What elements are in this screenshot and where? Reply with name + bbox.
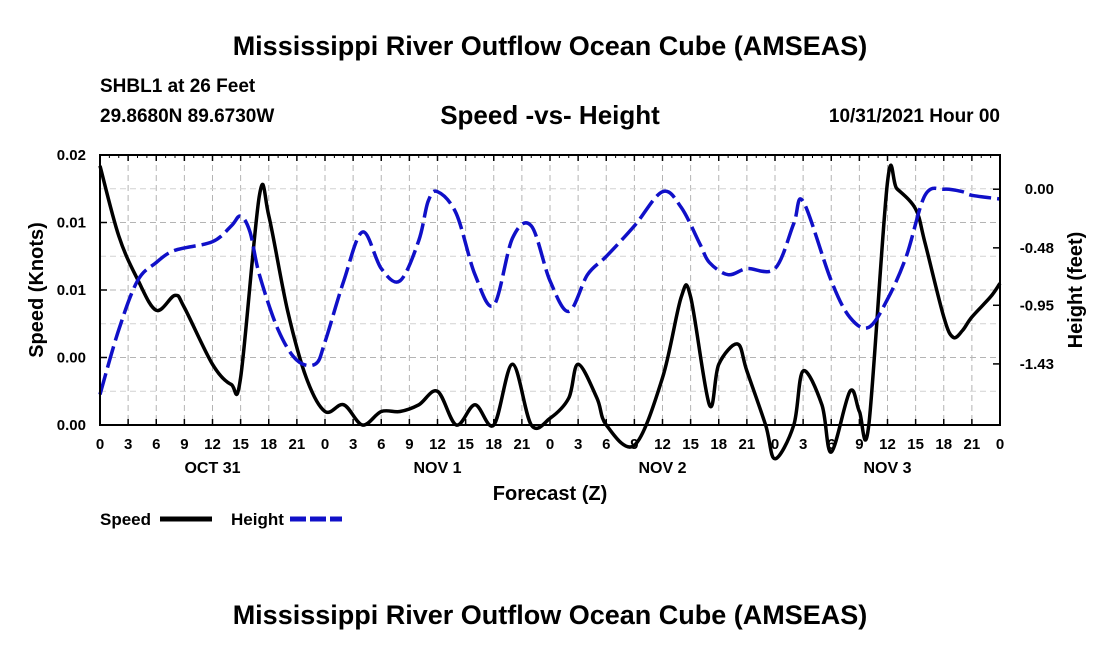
x-tick-label: 0 bbox=[321, 436, 329, 453]
x-tick-label: 18 bbox=[710, 436, 727, 453]
x-tick-label: 15 bbox=[682, 436, 699, 453]
x-tick-label: 12 bbox=[429, 436, 446, 453]
day-label: NOV 3 bbox=[863, 460, 911, 477]
y-tick-label-right: -0.95 bbox=[1020, 297, 1054, 314]
x-tick-label: 6 bbox=[377, 436, 385, 453]
y-tick-label-left: 0.00 bbox=[57, 417, 86, 434]
x-tick-label: 21 bbox=[964, 436, 981, 453]
x-tick-label: 21 bbox=[739, 436, 756, 453]
day-label: NOV 2 bbox=[638, 460, 686, 477]
y-tick-label-right: 0.00 bbox=[1025, 181, 1054, 198]
y-tick-label-left: 0.01 bbox=[57, 282, 86, 299]
axes: 0 3 6 9 12 15 18 21 0 3 6 9 12 15 18 21 0 3 6 9 12 15 18 21 0 3 6 9… bbox=[57, 147, 1054, 477]
x-tick-label: 15 bbox=[232, 436, 249, 453]
x-tick-label: 9 bbox=[405, 436, 413, 453]
x-tick-label: 6 bbox=[602, 436, 610, 453]
x-tick-label: 0 bbox=[996, 436, 1004, 453]
y-axis-label-right: Height (feet) bbox=[1065, 232, 1087, 349]
station-label: SHBL1 at 26 Feet bbox=[100, 76, 256, 97]
x-tick-label: 3 bbox=[799, 436, 807, 453]
x-tick-label: 12 bbox=[879, 436, 896, 453]
x-tick-label: 12 bbox=[654, 436, 671, 453]
day-label: NOV 1 bbox=[413, 460, 461, 477]
x-tick-label: 18 bbox=[260, 436, 277, 453]
legend-speed-label: Speed bbox=[100, 510, 151, 529]
coordinates-label: 29.8680N 89.6730W bbox=[100, 106, 275, 127]
grid-lines bbox=[100, 155, 1000, 425]
x-tick-label: 0 bbox=[771, 436, 779, 453]
x-tick-label: 6 bbox=[827, 436, 835, 453]
y-tick-label-left: 0.01 bbox=[57, 215, 86, 232]
chart-subtitle: Speed -vs- Height bbox=[440, 100, 660, 130]
x-tick-label: 12 bbox=[204, 436, 221, 453]
legend-height-label: Height bbox=[231, 510, 284, 529]
y-tick-label-right: -1.43 bbox=[1020, 356, 1054, 373]
second-chart-title: Mississippi River Outflow Ocean Cube (AM… bbox=[232, 600, 868, 630]
x-tick-label: 18 bbox=[935, 436, 952, 453]
x-tick-label: 15 bbox=[907, 436, 924, 453]
series-line-speed bbox=[98, 163, 1002, 461]
x-tick-label: 21 bbox=[514, 436, 531, 453]
forecast-datetime: 10/31/2021 Hour 00 bbox=[828, 106, 1000, 127]
series-layer bbox=[98, 163, 1002, 461]
x-tick-label: 15 bbox=[457, 436, 474, 453]
x-tick-label: 3 bbox=[574, 436, 582, 453]
day-label: OCT 31 bbox=[184, 460, 240, 477]
y-axis-label-left: Speed (Knots) bbox=[26, 222, 48, 358]
x-tick-label: 9 bbox=[855, 436, 863, 453]
legend: Speed Height bbox=[100, 510, 342, 529]
x-tick-label: 0 bbox=[546, 436, 554, 453]
y-tick-label-left: 0.00 bbox=[57, 350, 86, 367]
x-tick-label: 18 bbox=[485, 436, 502, 453]
x-tick-label: 6 bbox=[152, 436, 160, 453]
x-tick-label: 9 bbox=[180, 436, 188, 453]
x-tick-label: 9 bbox=[630, 436, 638, 453]
y-tick-label-left: 0.02 bbox=[57, 147, 86, 164]
x-axis-label: Forecast (Z) bbox=[493, 483, 607, 505]
x-tick-label: 0 bbox=[96, 436, 104, 453]
series-line-height bbox=[98, 186, 1001, 395]
x-tick-label: 3 bbox=[349, 436, 357, 453]
chart-title: Mississippi River Outflow Ocean Cube (AM… bbox=[232, 31, 868, 61]
y-tick-label-right: -0.48 bbox=[1020, 240, 1054, 257]
x-tick-label: 21 bbox=[289, 436, 306, 453]
x-tick-label: 3 bbox=[124, 436, 132, 453]
